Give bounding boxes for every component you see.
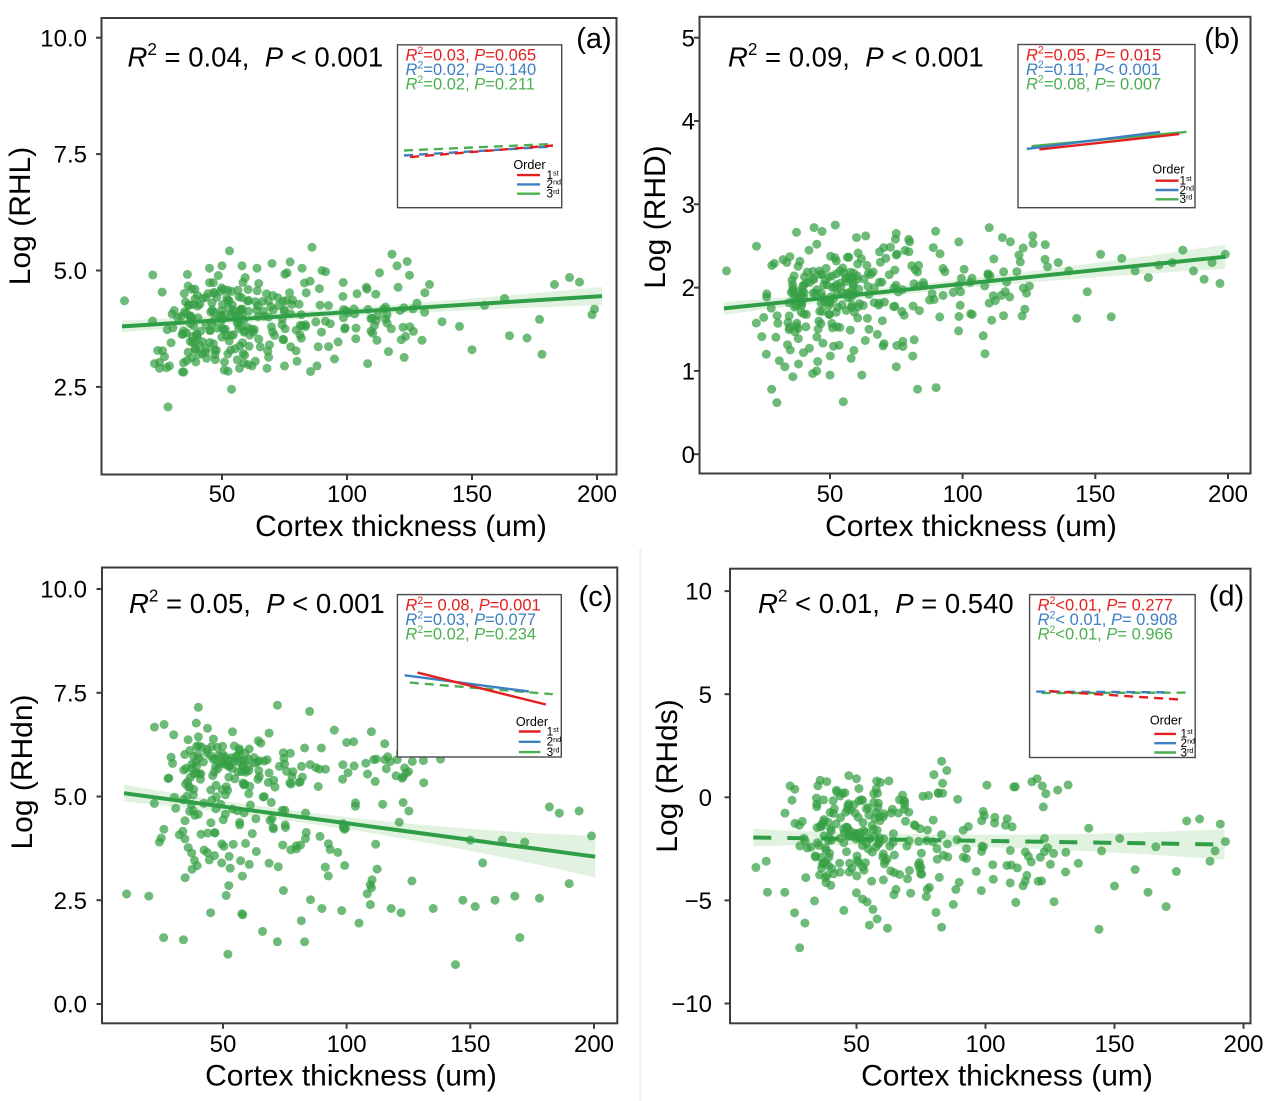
svg-text:R2< 0.01, P= 0.908: R2< 0.01, P= 0.908: [1038, 609, 1178, 629]
svg-text:100: 100: [327, 1031, 367, 1058]
svg-text:−5: −5: [685, 888, 712, 915]
svg-text:200: 200: [1223, 1031, 1263, 1058]
svg-text:Cortex thickness (um): Cortex thickness (um): [205, 1060, 497, 1093]
svg-text:(a): (a): [576, 23, 611, 55]
svg-text:R2 = 0.05, P < 0.001: R2 = 0.05, P < 0.001: [129, 587, 385, 620]
svg-text:200: 200: [577, 481, 617, 508]
svg-text:100: 100: [943, 481, 983, 508]
svg-text:2: 2: [682, 275, 695, 302]
svg-text:R2=0.11, P< 0.001: R2=0.11, P< 0.001: [1026, 59, 1160, 79]
svg-text:Log (RHdn): Log (RHdn): [6, 694, 39, 849]
svg-text:(c): (c): [579, 581, 613, 613]
svg-text:7.5: 7.5: [54, 142, 87, 169]
svg-text:Order: Order: [1152, 163, 1184, 177]
svg-text:R2= 0.08, P=0.001: R2= 0.08, P=0.001: [405, 595, 540, 615]
svg-text:100: 100: [965, 1031, 1005, 1058]
svg-text:100: 100: [327, 481, 367, 508]
svg-text:0: 0: [699, 785, 712, 812]
svg-text:2.5: 2.5: [54, 375, 87, 402]
svg-text:Log (RHds): Log (RHds): [651, 699, 684, 852]
svg-text:150: 150: [1094, 1031, 1134, 1058]
svg-text:Cortex thickness (um): Cortex thickness (um): [861, 1060, 1153, 1093]
svg-text:4: 4: [682, 109, 695, 136]
svg-text:−10: −10: [671, 991, 712, 1018]
svg-text:R2 = 0.09, P < 0.001: R2 = 0.09, P < 0.001: [728, 40, 984, 73]
svg-text:R2=0.05, P= 0.015: R2=0.05, P= 0.015: [1026, 45, 1161, 65]
svg-text:1: 1: [682, 359, 695, 386]
svg-text:2.5: 2.5: [54, 888, 87, 915]
svg-text:R2=0.08, P= 0.007: R2=0.08, P= 0.007: [1026, 74, 1161, 94]
svg-text:3: 3: [682, 192, 695, 219]
svg-text:R2 = 0.04, P < 0.001: R2 = 0.04, P < 0.001: [128, 40, 384, 73]
svg-text:150: 150: [450, 1031, 490, 1058]
svg-text:150: 150: [1075, 481, 1115, 508]
svg-text:Order: Order: [1150, 713, 1182, 727]
svg-text:10: 10: [685, 579, 712, 606]
svg-text:50: 50: [843, 1031, 870, 1058]
svg-text:0.0: 0.0: [54, 992, 87, 1019]
svg-text:50: 50: [210, 1031, 237, 1058]
svg-text:R2<0.01, P= 0.277: R2<0.01, P= 0.277: [1038, 595, 1173, 615]
svg-text:10.0: 10.0: [40, 577, 87, 604]
svg-text:Cortex thickness (um): Cortex thickness (um): [255, 510, 547, 543]
svg-text:10.0: 10.0: [40, 25, 87, 52]
svg-text:Cortex thickness (um): Cortex thickness (um): [825, 510, 1117, 543]
svg-text:200: 200: [1208, 481, 1248, 508]
svg-text:5.0: 5.0: [54, 784, 87, 811]
svg-text:Log (RHL): Log (RHL): [4, 147, 37, 285]
svg-text:R2=0.03, P=0.077: R2=0.03, P=0.077: [405, 609, 536, 629]
svg-text:150: 150: [452, 481, 492, 508]
svg-text:Order: Order: [516, 715, 548, 729]
svg-text:7.5: 7.5: [54, 680, 87, 707]
svg-text:R2=0.02, P=0.211: R2=0.02, P=0.211: [406, 74, 535, 94]
svg-text:R2<0.01, P= 0.966: R2<0.01, P= 0.966: [1038, 624, 1173, 644]
svg-text:Log (RHD): Log (RHD): [639, 145, 672, 288]
svg-text:(d): (d): [1209, 581, 1244, 613]
svg-text:5: 5: [699, 682, 712, 709]
svg-text:50: 50: [209, 481, 236, 508]
svg-text:0: 0: [682, 442, 695, 469]
svg-text:(b): (b): [1204, 23, 1239, 55]
svg-text:R2 < 0.01, P = 0.540: R2 < 0.01, P = 0.540: [758, 587, 1014, 620]
svg-text:5.0: 5.0: [54, 258, 87, 285]
svg-text:R2=0.03, P=0.065: R2=0.03, P=0.065: [406, 45, 537, 65]
svg-text:Order: Order: [513, 158, 545, 172]
svg-text:200: 200: [574, 1031, 614, 1058]
svg-text:5: 5: [682, 25, 695, 52]
svg-text:50: 50: [817, 481, 844, 508]
svg-text:R2=0.02, P=0.234: R2=0.02, P=0.234: [405, 624, 536, 644]
svg-text:R2=0.02, P=0.140: R2=0.02, P=0.140: [406, 60, 537, 80]
